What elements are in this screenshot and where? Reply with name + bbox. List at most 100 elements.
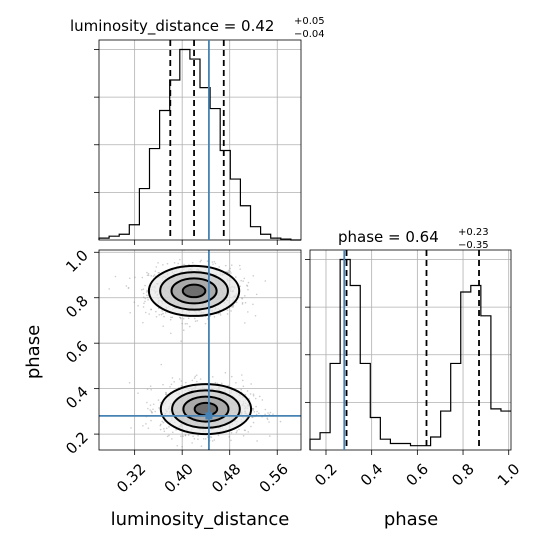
sample-point <box>219 314 222 316</box>
sample-point <box>182 435 184 437</box>
sample-point <box>152 403 155 406</box>
sample-point <box>252 393 255 395</box>
sample-point <box>254 397 257 400</box>
x-tick-label: 0.8 <box>448 460 478 490</box>
sample-point <box>173 262 176 264</box>
axes-frame <box>309 249 512 451</box>
sample-point <box>200 259 202 262</box>
title-phase-minus: −0.35 <box>458 240 489 251</box>
sample-point <box>146 274 149 277</box>
sample-point <box>142 292 145 295</box>
sample-point <box>150 308 152 311</box>
sample-point <box>255 405 257 408</box>
sample-point <box>241 379 244 382</box>
sample-point <box>246 284 248 287</box>
sample-point <box>235 301 238 304</box>
axes-frame <box>98 249 302 451</box>
sample-point <box>177 262 180 265</box>
sample-point <box>186 322 188 325</box>
sample-point <box>114 275 117 278</box>
x-tick-label: 0.2 <box>311 460 341 490</box>
y-tick-label: 0.4 <box>62 383 92 413</box>
contour-line <box>171 389 241 429</box>
sample-point <box>140 289 143 291</box>
sample-point <box>244 429 246 432</box>
sample-point <box>165 427 168 430</box>
sample-point <box>227 269 230 272</box>
sample-point <box>264 413 266 416</box>
density-level <box>182 284 206 298</box>
sample-point <box>163 315 165 318</box>
sample-point <box>152 275 155 277</box>
sample-point <box>137 304 139 307</box>
sample-point <box>202 438 205 440</box>
sample-point <box>252 407 254 410</box>
sample-point <box>230 310 232 312</box>
sample-point <box>217 312 220 315</box>
sample-point <box>157 271 160 274</box>
sample-point <box>210 436 213 438</box>
sample-point <box>219 312 221 314</box>
sample-point <box>150 389 152 391</box>
x-axis-label-luminosity-distance: luminosity_distance <box>111 509 290 530</box>
title-luminosity-distance-plus: +0.05 <box>294 16 325 27</box>
sample-point <box>157 262 159 264</box>
sample-point <box>261 399 264 401</box>
sample-point <box>252 421 255 424</box>
sample-point <box>128 381 131 384</box>
contour-line <box>147 264 241 317</box>
sample-point <box>240 388 242 391</box>
x-tick-label: 0.40 <box>161 460 197 496</box>
sample-point <box>162 421 165 424</box>
sample-point <box>252 275 255 277</box>
x-tick-label: 0.6 <box>403 460 433 490</box>
sample-point <box>142 288 145 291</box>
sample-point <box>142 424 144 427</box>
sample-point <box>235 381 237 384</box>
sample-point <box>252 394 255 397</box>
sample-point <box>243 429 246 431</box>
sample-point <box>191 261 194 264</box>
x-tick-label: 0.48 <box>208 460 244 496</box>
sample-point <box>161 420 164 423</box>
sample-point <box>252 408 255 410</box>
sample-point <box>229 267 231 270</box>
sample-point <box>256 440 258 442</box>
sample-point <box>232 304 235 307</box>
sample-point <box>150 275 153 277</box>
histogram-luminosity-distance <box>98 48 301 241</box>
truth-marker <box>205 412 213 420</box>
sample-point <box>169 318 172 321</box>
sample-point <box>149 409 151 411</box>
sample-point <box>147 407 149 410</box>
sample-point <box>165 392 167 394</box>
sample-point <box>199 260 202 263</box>
sample-point <box>204 438 207 440</box>
sample-point <box>155 266 158 268</box>
sample-point <box>129 311 131 314</box>
sample-point <box>247 311 249 313</box>
x-tick-label: 1.0 <box>494 460 524 490</box>
sample-point <box>212 263 214 265</box>
sample-point <box>125 285 128 287</box>
sample-point <box>170 332 172 335</box>
sample-point <box>266 418 269 421</box>
sample-point <box>160 363 163 366</box>
sample-point <box>146 294 148 297</box>
sample-point <box>193 438 196 440</box>
sample-point <box>142 296 145 298</box>
sample-point <box>244 322 246 324</box>
sample-point <box>181 322 184 325</box>
sample-point <box>159 424 162 427</box>
sample-point <box>152 408 154 411</box>
sample-point <box>250 425 252 428</box>
sample-point <box>254 314 257 317</box>
sample-point <box>246 390 249 392</box>
sample-point <box>228 436 230 438</box>
sample-point <box>127 287 130 289</box>
sample-point <box>229 270 231 273</box>
sample-point <box>242 385 245 388</box>
sample-point <box>150 419 152 422</box>
sample-point <box>133 301 136 303</box>
sample-point <box>146 289 148 292</box>
